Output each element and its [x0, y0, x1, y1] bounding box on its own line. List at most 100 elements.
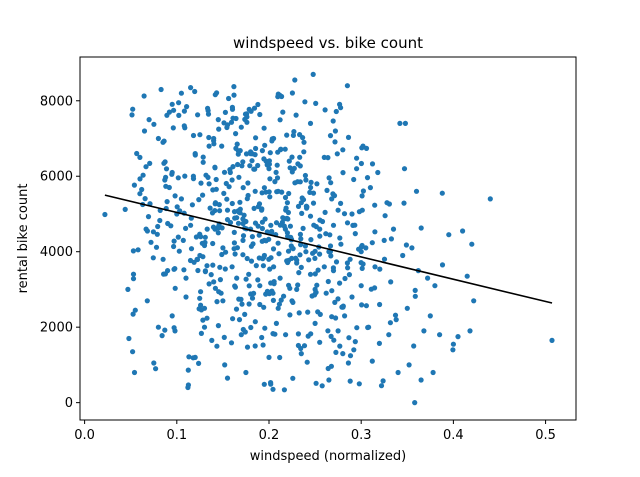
data-point	[326, 377, 332, 383]
data-point	[266, 354, 272, 360]
data-point	[284, 200, 290, 206]
data-point	[356, 209, 362, 215]
data-point	[369, 161, 376, 167]
data-point	[367, 185, 373, 191]
data-point	[287, 285, 293, 291]
data-point	[190, 132, 197, 139]
data-point	[327, 243, 334, 249]
data-point	[231, 246, 237, 252]
data-point	[232, 284, 238, 290]
data-point	[338, 241, 344, 247]
data-point	[259, 148, 265, 154]
data-point	[299, 195, 305, 201]
data-point	[243, 276, 249, 282]
data-point	[285, 233, 291, 239]
data-point	[183, 225, 189, 231]
data-point	[327, 133, 334, 139]
data-point	[245, 180, 251, 186]
data-point	[204, 315, 210, 321]
data-point	[293, 255, 299, 261]
data-point	[259, 206, 265, 212]
data-point	[229, 177, 235, 183]
data-point	[430, 369, 436, 376]
data-point	[302, 172, 308, 179]
data-point	[273, 169, 279, 175]
data-point	[354, 325, 360, 331]
data-point	[460, 228, 466, 234]
data-point	[342, 313, 348, 319]
data-point	[297, 163, 303, 169]
data-point	[188, 246, 195, 252]
data-point	[223, 249, 229, 255]
data-point	[230, 115, 236, 121]
data-point	[298, 351, 304, 357]
data-point	[375, 169, 381, 176]
data-point	[250, 241, 256, 247]
data-point	[171, 238, 177, 244]
data-point	[255, 162, 261, 169]
data-point	[381, 237, 387, 243]
data-point	[377, 301, 383, 308]
data-point	[176, 248, 182, 254]
data-point	[307, 213, 314, 219]
data-point	[231, 92, 237, 98]
data-point	[229, 104, 235, 110]
data-point	[238, 332, 244, 338]
data-point	[224, 217, 231, 223]
data-point	[266, 189, 272, 195]
data-point	[345, 265, 351, 271]
data-point	[338, 105, 344, 111]
data-point	[270, 297, 276, 303]
data-point	[221, 120, 227, 126]
data-point	[293, 112, 299, 118]
data-point	[261, 125, 267, 131]
data-point	[363, 245, 369, 251]
data-point	[313, 100, 319, 106]
data-point	[376, 340, 382, 346]
data-point	[283, 332, 289, 338]
data-point	[253, 145, 259, 152]
data-point	[303, 203, 309, 209]
fit-line-layer	[104, 194, 553, 304]
data-point	[206, 281, 212, 287]
data-point	[257, 301, 263, 308]
data-point	[239, 301, 245, 307]
data-point	[214, 90, 220, 96]
data-point	[333, 349, 339, 355]
data-point	[305, 309, 311, 315]
data-point	[130, 248, 136, 254]
data-point	[332, 299, 338, 305]
data-point	[294, 286, 300, 292]
data-point	[130, 311, 136, 317]
data-point	[313, 380, 319, 386]
data-point	[242, 116, 248, 122]
data-point	[284, 215, 290, 221]
data-point	[229, 264, 235, 270]
data-point	[226, 95, 232, 102]
data-point	[310, 71, 316, 77]
data-point	[359, 193, 365, 199]
data-point	[297, 252, 303, 258]
data-point	[143, 164, 149, 170]
data-point	[327, 232, 333, 238]
data-point	[180, 237, 186, 243]
data-point	[307, 120, 314, 126]
data-point	[220, 298, 226, 304]
regression-line	[104, 194, 553, 304]
chart-title: windspeed vs. bike count	[233, 34, 423, 52]
data-point	[205, 105, 211, 111]
data-point	[236, 209, 242, 215]
data-point	[328, 333, 334, 339]
data-point	[181, 108, 187, 114]
data-point	[432, 283, 438, 289]
data-point	[190, 176, 197, 182]
data-point	[144, 298, 150, 304]
x-axis-label: windspeed (normalized)	[250, 449, 407, 464]
data-point	[163, 166, 170, 172]
data-point	[289, 255, 295, 261]
data-point	[322, 107, 328, 113]
data-point	[228, 119, 235, 125]
data-point	[412, 293, 418, 299]
data-point	[164, 112, 170, 118]
data-point	[176, 100, 182, 106]
